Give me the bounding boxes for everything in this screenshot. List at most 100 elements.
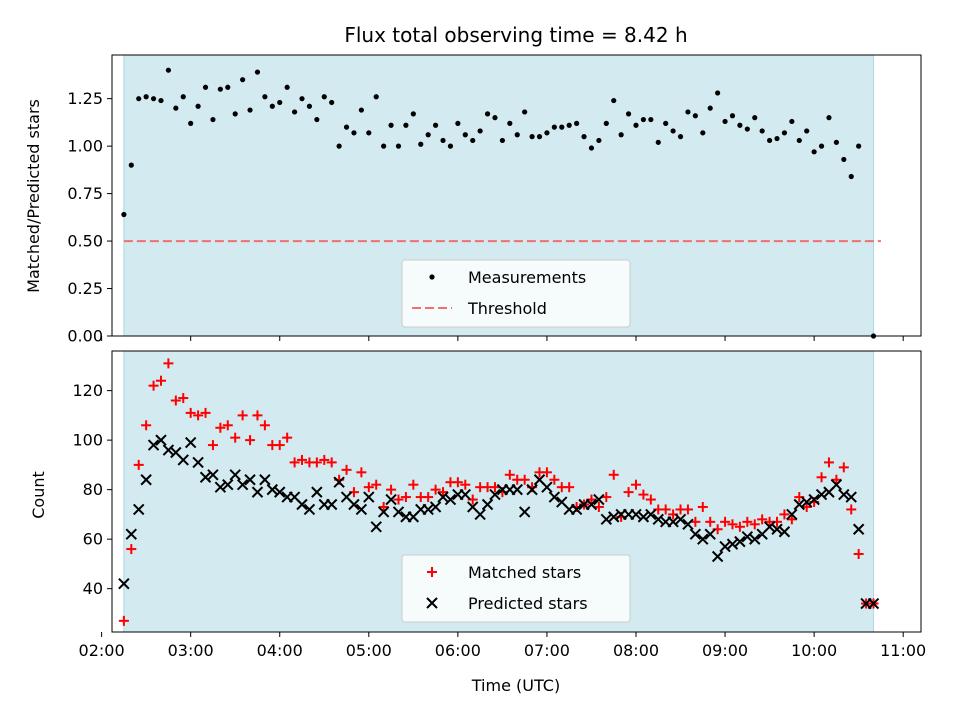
legend-label: Matched stars (468, 563, 581, 582)
matched-star-point (274, 440, 285, 451)
measurement-point (477, 128, 483, 134)
predicted-star-point (600, 513, 613, 526)
legend-label: Measurements (468, 268, 586, 287)
predicted-star-point (526, 483, 538, 496)
predicted-star-point (140, 474, 152, 486)
measurement-point (455, 120, 461, 126)
measurement-point (715, 90, 721, 96)
predicted-star-point (474, 508, 486, 521)
matched-star-point (630, 479, 641, 490)
measurement-point (329, 99, 335, 106)
matched-star-point (386, 484, 397, 495)
predicted-star-point (125, 528, 138, 540)
measurement-point (811, 149, 817, 155)
measurement-point (522, 109, 528, 115)
measurement-point (121, 211, 127, 218)
predicted-star-point (207, 469, 219, 481)
measurement-point (306, 103, 313, 109)
measurement-point (321, 94, 327, 100)
matched-star-point (749, 519, 760, 530)
matched-star-point (541, 467, 552, 478)
y-tick-label: 80 (83, 480, 103, 499)
measurement-point (818, 143, 825, 149)
measurement-point (677, 134, 684, 140)
predicted-star-point (845, 491, 857, 503)
predicted-star-point (689, 528, 702, 540)
measurement-point (841, 156, 847, 163)
matched-star-point (371, 479, 382, 490)
measurement-point (336, 143, 342, 149)
matched-star-point (438, 487, 449, 498)
legend-box (401, 554, 631, 623)
measurement-point (269, 103, 275, 109)
matched-star-point (378, 501, 389, 512)
predicted-star-point (749, 533, 761, 545)
predicted-star-point (548, 491, 561, 503)
predicted-star-point (296, 498, 308, 511)
matched-star-point (734, 521, 745, 532)
predicted-star-point (184, 436, 197, 449)
x-tick-label: 02:00 (79, 641, 125, 660)
predicted-star-point (133, 503, 145, 516)
predicted-star-point (259, 474, 271, 486)
measurement-point (381, 143, 387, 149)
axes-frame (111, 54, 922, 337)
measurement-point (707, 105, 713, 111)
predicted-star-point (570, 503, 583, 516)
predicted-star-point (355, 503, 368, 516)
legend-marker-predicted (426, 597, 438, 609)
predicted-star-point (652, 513, 664, 526)
matched-star-point (757, 514, 768, 525)
matched-star-point (178, 393, 189, 404)
predicted-star-point (667, 516, 679, 528)
x-tick-label: 03:00 (168, 641, 214, 660)
legend-marker-measurements (429, 274, 435, 280)
top-y-axis-label: Matched/Predicted stars (24, 99, 43, 293)
matched-star-point (504, 469, 515, 480)
predicted-star-point (236, 478, 249, 491)
matched-star-point (660, 504, 671, 515)
matched-star-point (423, 492, 434, 503)
measurement-point (559, 124, 565, 130)
axes-frame (111, 350, 922, 633)
matched-star-point (623, 487, 634, 498)
measurement-point (529, 134, 535, 140)
predicted-star-point (793, 498, 805, 511)
y-tick-label: 40 (83, 579, 103, 598)
predicted-star-point (518, 506, 531, 518)
predicted-star-point (608, 511, 620, 523)
measurement-point (373, 94, 379, 100)
matched-star-point (215, 422, 226, 433)
matched-star-point (356, 467, 367, 478)
measurement-point (188, 120, 194, 126)
predicted-star-point (214, 481, 227, 493)
predicted-star-point (429, 501, 442, 513)
legend-marker-matched (427, 567, 437, 577)
y-tick-label: 0.50 (67, 232, 103, 251)
measurement-point (225, 84, 231, 90)
matched-star-point (170, 395, 181, 406)
predicted-star-point (199, 471, 212, 483)
measurement-point (781, 130, 788, 136)
matched-star-point (430, 484, 441, 495)
matched-star-point (400, 492, 411, 503)
predicted-star-point (815, 488, 828, 501)
measurement-point (418, 141, 424, 147)
measurement-point (470, 137, 476, 144)
predicted-star-point (422, 503, 434, 516)
predicted-star-point (147, 439, 160, 451)
matched-star-point (185, 407, 196, 418)
matched-star-point (838, 462, 849, 473)
measurement-point (789, 118, 795, 125)
measurement-point (737, 122, 743, 128)
measurement-point (247, 107, 253, 113)
measurement-point (581, 134, 587, 140)
predicted-star-point (808, 493, 820, 506)
matched-star-point (207, 440, 218, 451)
measurement-point (514, 132, 520, 138)
matched-star-point (720, 516, 731, 527)
matched-star-point (549, 474, 560, 485)
predicted-star-point (481, 498, 494, 511)
matched-star-point (682, 504, 693, 515)
